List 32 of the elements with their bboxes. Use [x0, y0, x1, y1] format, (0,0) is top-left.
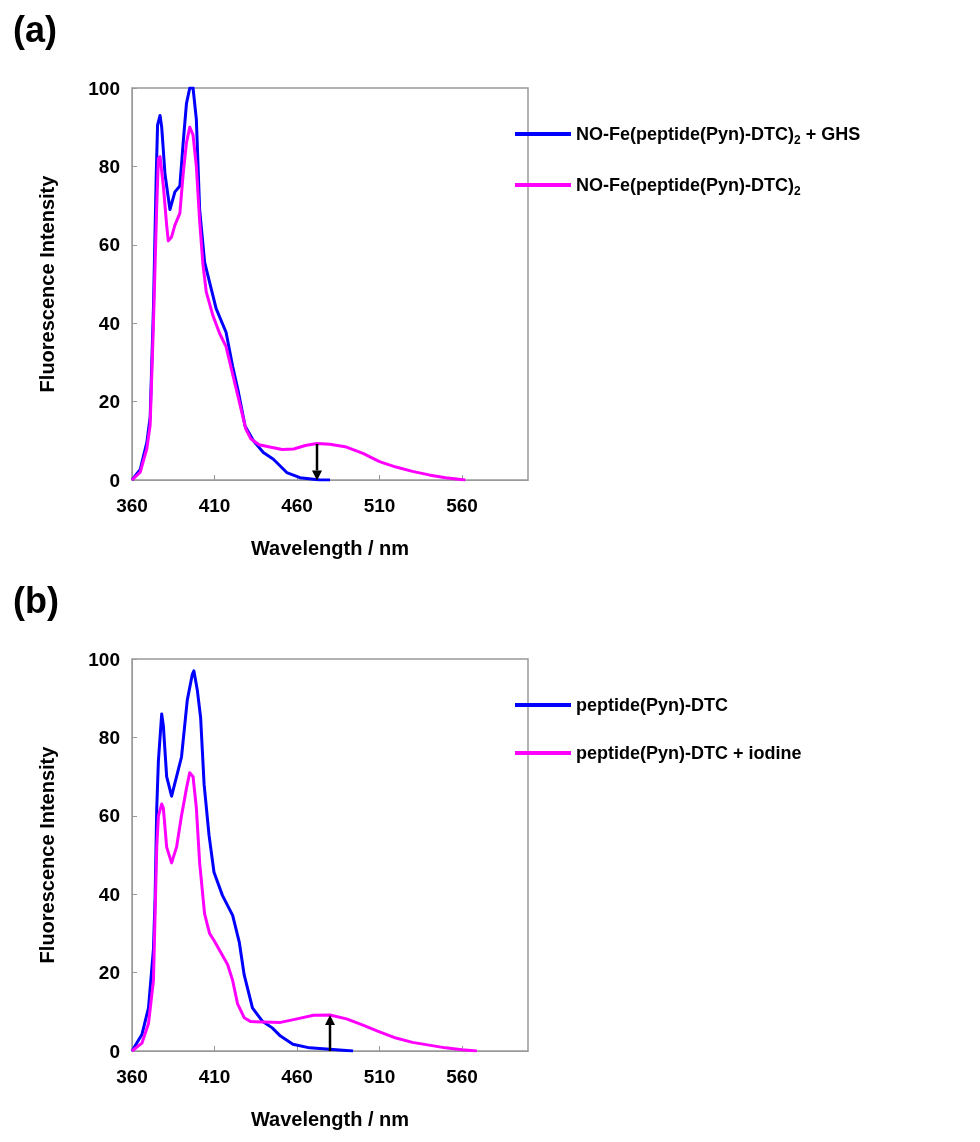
- y-tick-label: 60: [98, 805, 120, 827]
- y-tick-label: 20: [98, 962, 120, 984]
- line-series: [130, 125, 467, 482]
- y-tick-label: 40: [98, 312, 120, 334]
- x-tick-label: 410: [198, 1066, 231, 1087]
- y-tick-label: 0: [109, 1040, 120, 1062]
- y-axis-title: Fluorescence Intensity: [36, 745, 58, 964]
- x-tick-label: 560: [446, 495, 478, 516]
- x-tick-label: 510: [363, 1066, 396, 1087]
- y-tick-label: 0: [109, 469, 120, 491]
- y-tick-label: 40: [98, 883, 120, 905]
- y-tick-label: 80: [98, 155, 120, 177]
- y-tick-label: 80: [98, 726, 120, 748]
- x-tick-label: 460: [281, 1066, 313, 1087]
- y-axis-title: Fluorescence Intensity: [36, 174, 58, 393]
- y-tick-label: 60: [98, 234, 120, 256]
- x-tick-label: 510: [363, 495, 396, 516]
- y-tick-label: 100: [88, 648, 120, 670]
- line-series: [130, 771, 479, 1053]
- x-tick-label: 460: [281, 495, 313, 516]
- x-axis-title: Wavelength / nm: [250, 537, 410, 559]
- x-axis-title: Wavelength / nm: [250, 1108, 410, 1130]
- legend-label: peptide(Pyn)-DTC: [576, 695, 728, 715]
- x-tick-label: 410: [198, 495, 231, 516]
- legend-label: peptide(Pyn)-DTC + iodine: [576, 743, 802, 763]
- y-tick-label: 100: [88, 77, 120, 99]
- x-tick-label: 360: [116, 495, 148, 516]
- x-tick-label: 360: [116, 1066, 148, 1087]
- chart-title: (b): [13, 579, 59, 621]
- chart-title: (a): [13, 8, 57, 50]
- x-tick-label: 560: [446, 1066, 478, 1087]
- y-tick-label: 20: [98, 391, 120, 413]
